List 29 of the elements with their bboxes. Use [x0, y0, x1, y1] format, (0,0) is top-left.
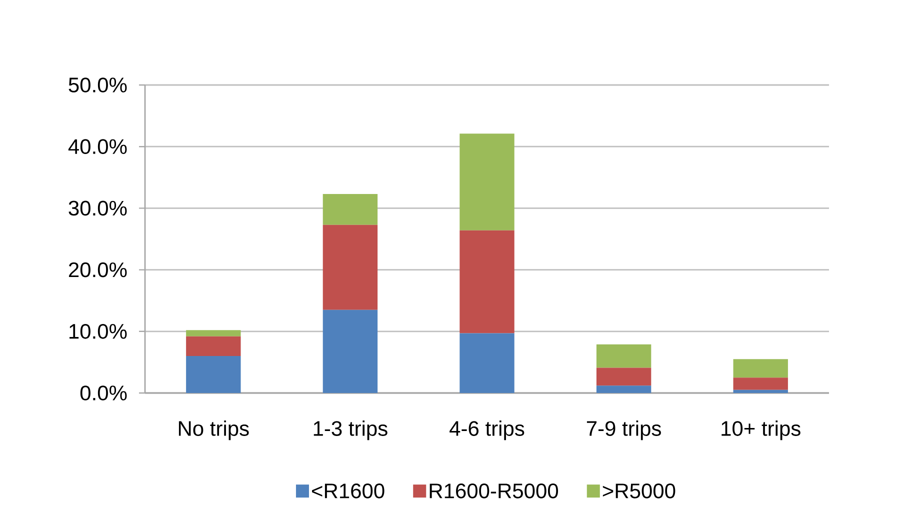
bar [460, 230, 514, 334]
bar [322, 194, 378, 225]
bar [186, 336, 241, 356]
legend-label: >R5000 [602, 483, 676, 498]
y-tick-label: 50.0% [68, 78, 127, 92]
x-tick-label: No trips [178, 420, 249, 440]
bar [596, 386, 652, 393]
y-tick-label: 0.0% [80, 386, 127, 400]
bar [186, 330, 241, 336]
bar [322, 310, 378, 393]
bar [733, 390, 788, 393]
y-tick-label: 30.0% [68, 200, 127, 216]
bar [733, 378, 788, 390]
bar [460, 333, 514, 393]
x-tick-label: 1-3 trips [314, 420, 388, 440]
x-tick-label: 4-6 trips [450, 420, 524, 440]
bar [596, 344, 652, 368]
x-tick-label: 7-9 trips [586, 420, 661, 440]
legend-label: <R1600 [312, 483, 384, 498]
bar [186, 356, 241, 393]
bar [733, 359, 788, 378]
y-tick-label: 40.0% [68, 139, 127, 154]
y-tick-label: 10.0% [70, 324, 127, 339]
bar [322, 224, 378, 310]
bar [460, 134, 514, 230]
bar [596, 368, 652, 386]
legend-label: R1600-R5000 [430, 483, 558, 498]
y-tick-label: 20.0% [68, 262, 127, 278]
x-tick-label: 10+ trips [722, 420, 800, 440]
